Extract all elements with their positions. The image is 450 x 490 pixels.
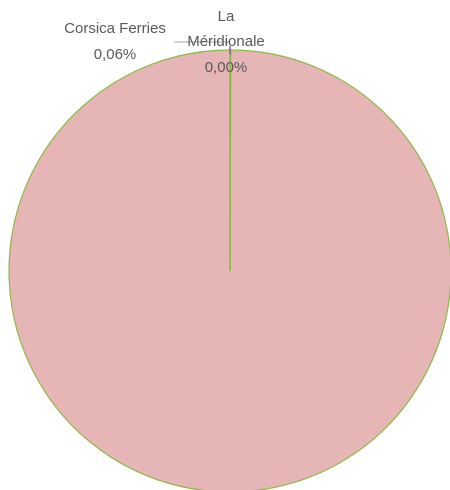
data-label-la-meridionale-name-line2: Méridionale xyxy=(187,33,265,50)
leader-lines xyxy=(174,41,231,271)
data-label-la-meridionale-value: 0,00% xyxy=(205,59,248,76)
data-label-corsica-ferries-name: Corsica Ferries xyxy=(64,20,166,37)
data-label-la-meridionale-name-line1: La xyxy=(218,8,235,25)
data-label-corsica-ferries-value: 0,06% xyxy=(94,46,137,63)
